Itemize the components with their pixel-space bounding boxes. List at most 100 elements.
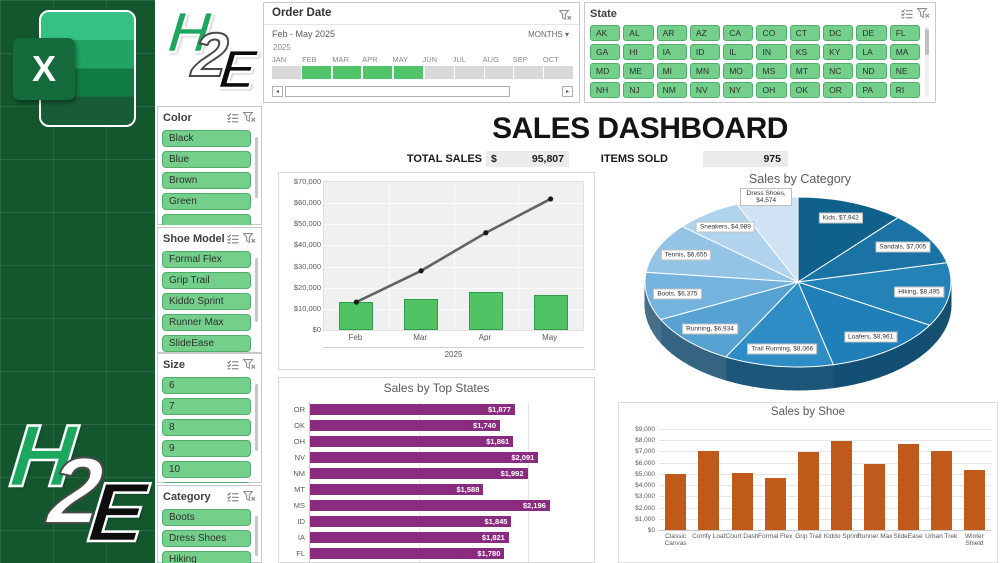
state-button-nm[interactable]: NM bbox=[656, 82, 687, 98]
slicer-item-slideease[interactable]: SlideEase bbox=[162, 335, 251, 352]
state-button-ga[interactable]: GA bbox=[590, 44, 621, 60]
sales-by-top-states-chart[interactable]: Sales by Top States $1,877 $1,740 $1,861 $2… bbox=[278, 377, 595, 563]
slicer-item-formal-flex[interactable]: Formal Flex bbox=[162, 251, 251, 268]
timeline-cell-sep[interactable] bbox=[514, 66, 544, 79]
multi-select-icon[interactable] bbox=[227, 233, 239, 244]
state-button-ok[interactable]: OK bbox=[789, 82, 821, 98]
state-button-il[interactable]: IL bbox=[723, 44, 754, 60]
state-button-hi[interactable]: HI bbox=[623, 44, 654, 60]
timeline-cell-oct[interactable] bbox=[544, 66, 573, 79]
slicer-item-hiking[interactable]: Hiking bbox=[162, 551, 251, 563]
state-button-mn[interactable]: MN bbox=[689, 63, 721, 79]
state-button-co[interactable]: CO bbox=[756, 25, 787, 41]
timeline-cell-jun[interactable] bbox=[424, 66, 454, 79]
multi-select-icon[interactable] bbox=[227, 491, 239, 502]
state-button-id[interactable]: ID bbox=[689, 44, 721, 60]
clear-filter-icon[interactable] bbox=[243, 112, 256, 123]
slicer-item-10[interactable]: 10 bbox=[162, 461, 251, 478]
clear-filter-icon[interactable] bbox=[559, 10, 572, 21]
slicer-item-green[interactable]: Green bbox=[162, 193, 251, 210]
timeline-scrollbar[interactable]: ◂ ▸ bbox=[272, 86, 573, 97]
timeline-cell-apr[interactable] bbox=[363, 66, 394, 79]
clear-filter-icon[interactable] bbox=[243, 233, 256, 244]
slicer-item-grip-trail[interactable]: Grip Trail bbox=[162, 272, 251, 289]
state-button-ca[interactable]: CA bbox=[723, 25, 754, 41]
state-button-az[interactable]: AZ bbox=[689, 25, 721, 41]
slicer-item-brown[interactable]: Brown bbox=[162, 172, 251, 189]
timeline-cell-aug[interactable] bbox=[484, 66, 514, 79]
state-button-ks[interactable]: KS bbox=[789, 44, 821, 60]
state-button-ak[interactable]: AK bbox=[590, 25, 621, 41]
state-button-nh[interactable]: NH bbox=[590, 82, 621, 98]
slicer-item-kiddo-sprint[interactable]: Kiddo Sprint bbox=[162, 293, 251, 310]
slicer-item-blue[interactable]: Blue bbox=[162, 151, 251, 168]
state-button-ms[interactable]: MS bbox=[756, 63, 787, 79]
scroll-left-icon[interactable]: ◂ bbox=[272, 86, 283, 97]
slicer-scrollbar[interactable] bbox=[255, 384, 258, 451]
state-button-ky[interactable]: KY bbox=[823, 44, 854, 60]
timeline-cell-may[interactable] bbox=[394, 66, 424, 79]
state-button-ar[interactable]: AR bbox=[656, 25, 687, 41]
items-sold-label: ITEMS SOLD bbox=[600, 153, 668, 165]
slicer-scrollbar[interactable] bbox=[255, 258, 258, 323]
state-button-al[interactable]: AL bbox=[623, 25, 654, 41]
monthly-sales-chart[interactable]: 2025 $0 $10,000 $20,000 $30,000 $40,000 $50,0… bbox=[278, 172, 595, 370]
state-button-mt[interactable]: MT bbox=[789, 63, 821, 79]
slicer-item-6[interactable]: 6 bbox=[162, 377, 251, 394]
timeline-cell-mar[interactable] bbox=[332, 66, 363, 79]
slicer-item-black[interactable]: Black bbox=[162, 130, 251, 147]
slicer-item-8[interactable]: 8 bbox=[162, 419, 251, 436]
state-button-nv[interactable]: NV bbox=[689, 82, 721, 98]
sales-by-shoe-chart[interactable]: Sales by Shoe $0 $1,000 $2,000 $3,000 $4,000… bbox=[618, 402, 998, 563]
slicer-item-7[interactable]: 7 bbox=[162, 398, 251, 415]
state-button-ma[interactable]: MA bbox=[889, 44, 920, 60]
state-button-dc[interactable]: DC bbox=[823, 25, 854, 41]
state-button-nd[interactable]: ND bbox=[856, 63, 887, 79]
slicer-item-boots[interactable]: Boots bbox=[162, 509, 251, 526]
clear-filter-icon[interactable] bbox=[243, 491, 256, 502]
timeline-selection-track[interactable] bbox=[272, 66, 573, 79]
state-button-oh[interactable]: OH bbox=[756, 82, 787, 98]
bar-value-label: $1,877 bbox=[488, 405, 511, 414]
multi-select-icon[interactable] bbox=[901, 8, 913, 19]
slicer-item-partial[interactable] bbox=[162, 482, 251, 483]
state-button-nj[interactable]: NJ bbox=[623, 82, 654, 98]
state-button-me[interactable]: ME bbox=[623, 63, 654, 79]
state-scrollbar-track[interactable] bbox=[925, 27, 929, 97]
sales-by-category-chart[interactable]: Kids, $7,942 Sandals, $7,005 Hiking, $8,49… bbox=[625, 183, 975, 408]
state-button-ri[interactable]: RI bbox=[889, 82, 920, 98]
clear-filter-icon[interactable] bbox=[243, 359, 256, 370]
multi-select-icon[interactable] bbox=[227, 112, 239, 123]
state-button-ct[interactable]: CT bbox=[789, 25, 821, 41]
state-button-fl[interactable]: FL bbox=[889, 25, 920, 41]
multi-select-icon[interactable] bbox=[227, 359, 239, 370]
state-button-la[interactable]: LA bbox=[856, 44, 887, 60]
slicer-item-runner-max[interactable]: Runner Max bbox=[162, 314, 251, 331]
state-button-ia[interactable]: IA bbox=[656, 44, 687, 60]
pie-3d bbox=[644, 196, 952, 391]
state-button-nc[interactable]: NC bbox=[823, 63, 854, 79]
timeline-scrollbar-thumb[interactable] bbox=[285, 86, 510, 97]
timeline-cell-jan[interactable] bbox=[272, 66, 301, 79]
scroll-right-icon[interactable]: ▸ bbox=[562, 86, 573, 97]
clear-filter-icon[interactable] bbox=[917, 8, 930, 19]
slicer-scrollbar[interactable] bbox=[255, 516, 258, 556]
state-button-de[interactable]: DE bbox=[856, 25, 887, 41]
timeline-cell-jul[interactable] bbox=[454, 66, 484, 79]
state-button-ne[interactable]: NE bbox=[889, 63, 920, 79]
state-button-mi[interactable]: MI bbox=[656, 63, 687, 79]
timeline-level-dropdown[interactable]: MONTHS ▾ bbox=[528, 30, 569, 39]
state-button-ny[interactable]: NY bbox=[723, 82, 754, 98]
slicer-item-9[interactable]: 9 bbox=[162, 440, 251, 457]
slicer-scrollbar[interactable] bbox=[255, 137, 258, 198]
timeline-clear-filter[interactable] bbox=[559, 7, 572, 25]
state-button-mo[interactable]: MO bbox=[723, 63, 754, 79]
slicer-item-dress-shoes[interactable]: Dress Shoes bbox=[162, 530, 251, 547]
state-button-or[interactable]: OR bbox=[823, 82, 854, 98]
timeline-cell-feb[interactable] bbox=[301, 66, 332, 79]
state-button-md[interactable]: MD bbox=[590, 63, 621, 79]
state-button-pa[interactable]: PA bbox=[856, 82, 887, 98]
state-scrollbar-thumb[interactable] bbox=[925, 29, 929, 55]
state-button-in[interactable]: IN bbox=[756, 44, 787, 60]
slicer-item-partial[interactable] bbox=[162, 214, 251, 225]
